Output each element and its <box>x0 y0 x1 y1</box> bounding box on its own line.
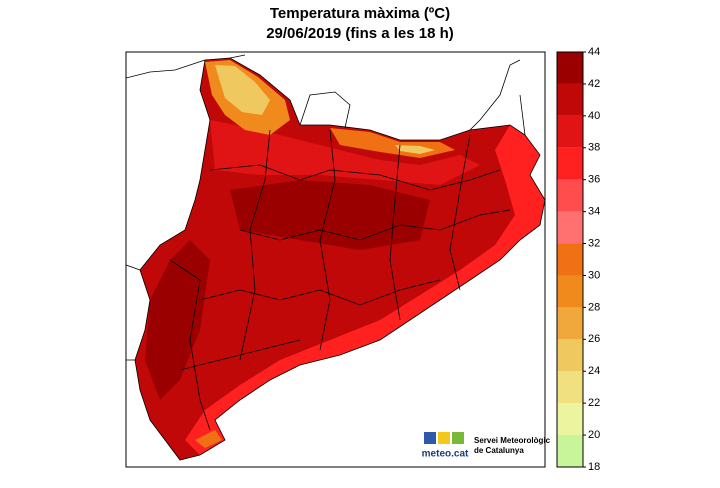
logo-icon <box>452 432 464 444</box>
comarca-borders <box>169 129 511 431</box>
title: Temperatura màxima (ºC) <box>270 5 450 22</box>
colorbar-tick-label: 40 <box>588 110 600 122</box>
colorbar-bin <box>557 147 583 180</box>
colorbar-tick-label: 18 <box>588 461 600 473</box>
colorbar-tick-label: 28 <box>588 301 600 313</box>
colorbar-tick-label: 36 <box>588 174 600 186</box>
map <box>125 54 546 461</box>
logo-icon <box>438 432 450 444</box>
colorbar-bin <box>557 307 583 340</box>
colorbar-tick-label: 34 <box>588 206 600 218</box>
colorbar-tick-label: 22 <box>588 397 600 409</box>
colorbar-bin <box>557 243 583 276</box>
logo: meteo.cat Servei Meteorològic de Catalun… <box>422 430 551 462</box>
logo-brand: meteo.cat <box>422 449 469 460</box>
subtitle: 29/06/2019 (fins a les 18 h) <box>266 25 454 42</box>
pyrenees-zone <box>395 145 435 154</box>
colorbar-tick-label: 26 <box>588 333 600 345</box>
colorbar-tick-label: 20 <box>588 429 600 441</box>
colorbar-bin <box>557 179 583 212</box>
mountain-zone <box>210 120 480 185</box>
colorbar-bin <box>557 115 583 148</box>
colorbar-bin <box>557 371 583 404</box>
colorbar-bin <box>557 403 583 436</box>
hot-zone <box>145 240 210 400</box>
colorbar-bin <box>557 52 583 84</box>
colorbar-tick-label: 42 <box>588 78 600 90</box>
outer-borders <box>125 54 526 361</box>
colorbar-tick-label: 44 <box>588 46 600 58</box>
colorbar-tick-label: 30 <box>588 269 600 281</box>
colorbar-frame <box>556 51 584 468</box>
logo-name: de Catalunya <box>474 446 524 455</box>
pyrenees-zone <box>215 65 270 115</box>
delta-zone <box>195 430 222 448</box>
colorbar-bin <box>557 435 583 467</box>
colorbar: 18 20 22 24 26 28 30 32 34 36 38 40 42 44 <box>556 46 600 473</box>
coastal-zone <box>185 125 545 455</box>
logo-name: Servei Meteorològic <box>474 436 551 445</box>
logo-icon <box>424 432 436 444</box>
colorbar-bin <box>557 339 583 372</box>
colorbar-tick-label: 24 <box>588 365 600 377</box>
colorbar-bin <box>557 83 583 116</box>
colorbar-tick-label: 38 <box>588 142 600 154</box>
colorbar-bin <box>557 275 583 308</box>
colorbar-tick-label: 32 <box>588 237 600 249</box>
colorbar-bin <box>557 211 583 244</box>
region-border <box>134 57 546 461</box>
